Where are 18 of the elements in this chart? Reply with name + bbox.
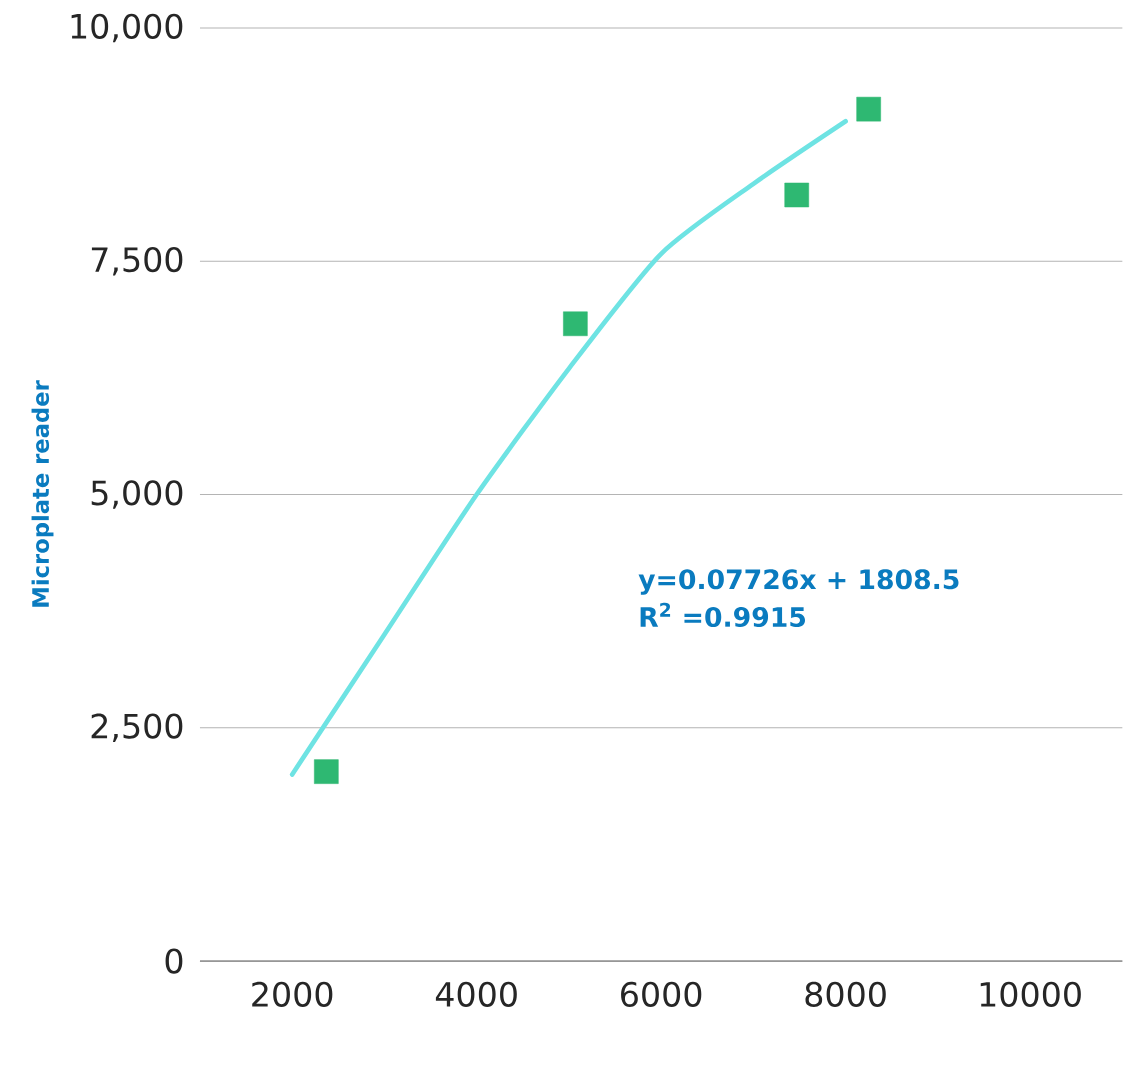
y-tick-label: 7,500: [91, 246, 183, 276]
y-tick-label: 5,000: [91, 480, 183, 509]
x-tick-label: 10000: [980, 981, 1081, 1007]
x-tick-label: 2000: [252, 981, 333, 1007]
y-tick-label: 10,000: [71, 13, 183, 43]
annotation: y=0.07726x + 1808.5: [638, 569, 959, 595]
y-axis-title: Microplate reader: [31, 380, 54, 607]
point: [563, 311, 588, 336]
y-tick-label: 0: [165, 948, 183, 974]
point: [856, 96, 881, 122]
x-tick-label: 8000: [805, 981, 886, 1007]
x-tick-label: 6000: [621, 981, 702, 1007]
y-tick-label: 2,500: [91, 713, 183, 742]
point: [314, 759, 339, 784]
line-series: [289, 118, 848, 777]
x-tick-label: 4000: [435, 981, 517, 1007]
point: [784, 182, 810, 208]
annotation: R$^{2}$ =0.9915: [640, 602, 806, 627]
